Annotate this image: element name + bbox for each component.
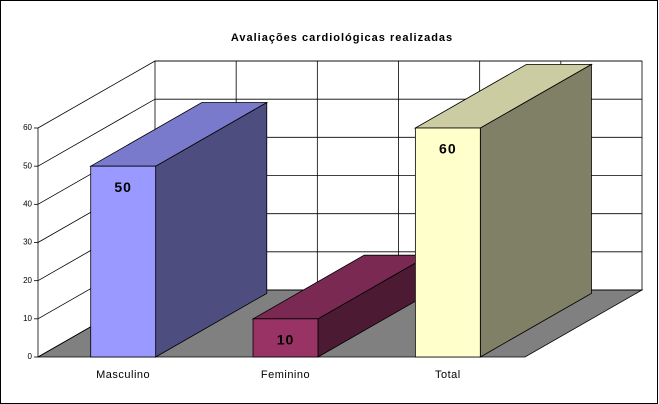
data-label: 50 bbox=[114, 179, 132, 195]
bar bbox=[90, 165, 157, 358]
grid-line bbox=[37, 98, 156, 167]
y-tick-label: 50 bbox=[23, 161, 32, 170]
y-tick-label: 20 bbox=[23, 276, 32, 285]
bar bbox=[414, 127, 481, 358]
y-tick-label: 10 bbox=[23, 314, 32, 323]
x-tick-label: Masculino bbox=[96, 369, 150, 381]
data-label: 60 bbox=[439, 141, 457, 157]
y-tick-label: 60 bbox=[23, 123, 32, 132]
x-tick-label: Feminino bbox=[261, 369, 310, 381]
data-label: 10 bbox=[277, 332, 295, 348]
y-tick-label: 0 bbox=[28, 352, 33, 361]
y-tick-label: 40 bbox=[23, 199, 32, 208]
grid-line bbox=[37, 60, 156, 129]
bar bbox=[252, 318, 319, 358]
y-tick-label: 30 bbox=[23, 238, 32, 247]
chart-title: Avaliações cardiológicas realizadas bbox=[231, 32, 453, 44]
x-tick-label: Total bbox=[435, 369, 461, 381]
